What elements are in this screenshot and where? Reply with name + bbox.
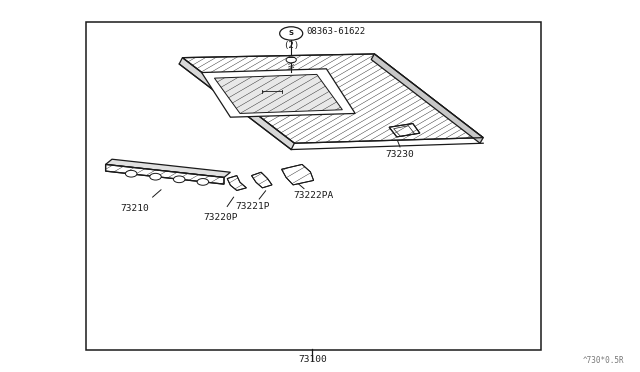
Polygon shape (227, 176, 246, 190)
Circle shape (125, 170, 137, 177)
Circle shape (286, 57, 296, 63)
Bar (86, 22, 541, 350)
Text: ^730*0.5R: ^730*0.5R (582, 356, 624, 365)
Polygon shape (252, 172, 272, 188)
Text: 08363-61622: 08363-61622 (306, 27, 365, 36)
Polygon shape (202, 69, 355, 117)
Text: 73100: 73100 (298, 355, 326, 364)
Polygon shape (106, 159, 230, 177)
Text: 73230: 73230 (386, 150, 414, 159)
Polygon shape (214, 74, 342, 113)
Text: S: S (289, 31, 294, 36)
Polygon shape (179, 58, 294, 150)
Text: (2): (2) (283, 41, 299, 50)
Text: 73222PA: 73222PA (294, 191, 333, 200)
Polygon shape (371, 54, 483, 143)
Polygon shape (182, 54, 483, 143)
Circle shape (173, 176, 185, 183)
Text: 73221P: 73221P (236, 202, 270, 211)
Text: 73210: 73210 (120, 204, 148, 213)
Circle shape (280, 27, 303, 40)
Polygon shape (389, 124, 420, 137)
Polygon shape (106, 164, 224, 184)
Circle shape (150, 173, 161, 180)
Polygon shape (282, 164, 314, 185)
Text: 73220P: 73220P (204, 213, 238, 222)
Circle shape (197, 179, 209, 185)
